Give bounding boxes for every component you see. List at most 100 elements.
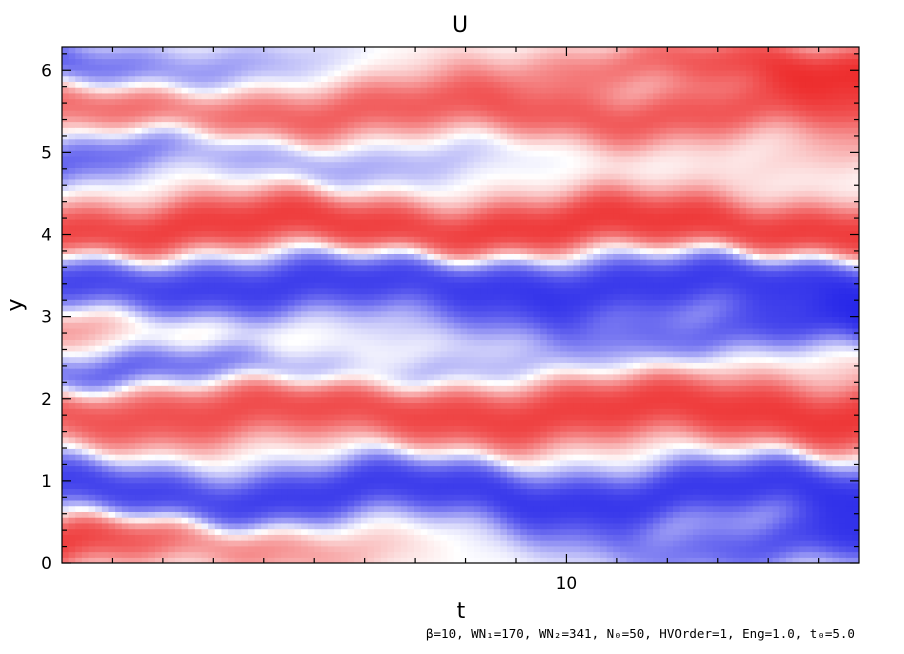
heatmap-cell [287, 293, 296, 300]
heatmap-cell [174, 230, 183, 237]
heatmap-cell [68, 494, 76, 501]
heatmap-cell [228, 545, 236, 553]
heatmap-cell [108, 316, 116, 323]
heatmap-cell [234, 276, 242, 283]
heatmap-cell [420, 379, 428, 386]
heatmap-cell [287, 253, 296, 260]
heatmap-cell [374, 92, 382, 100]
heatmap-cell [354, 161, 362, 168]
heatmap-cell [201, 396, 209, 404]
heatmap-cell [387, 540, 395, 547]
heatmap-cell [81, 161, 90, 168]
heatmap-cell [347, 253, 355, 260]
heatmap-cell [161, 505, 169, 512]
heatmap-cell [414, 413, 422, 421]
heatmap-cell [201, 350, 209, 358]
heatmap-cell [101, 196, 110, 203]
heatmap-cell [68, 557, 76, 563]
heatmap-cell [314, 190, 322, 197]
heatmap-cell [380, 287, 389, 295]
heatmap-cell [427, 419, 435, 426]
heatmap-cell [174, 138, 183, 146]
heatmap-cell [108, 98, 116, 105]
heatmap-cell [261, 540, 269, 547]
heatmap-cell [214, 161, 222, 168]
heatmap-cell [174, 121, 183, 128]
heatmap-cell [274, 362, 282, 369]
heatmap-cell [387, 270, 395, 277]
heatmap-cell [307, 98, 315, 105]
heatmap-cell [241, 482, 249, 490]
heatmap-cell [354, 482, 362, 490]
heatmap-cell [321, 213, 329, 220]
heatmap-cell [334, 264, 342, 272]
heatmap-cell [347, 459, 355, 467]
heatmap-cell [241, 241, 249, 249]
heatmap-cell [360, 413, 369, 421]
heatmap-cell [115, 75, 123, 82]
heatmap-cell [307, 287, 315, 295]
heatmap-cell [88, 127, 96, 134]
heatmap-cell [347, 385, 355, 392]
heatmap-cell [327, 442, 335, 449]
heatmap-cell [307, 104, 315, 111]
heatmap-cell [188, 253, 196, 260]
heatmap-cell [201, 230, 209, 237]
heatmap-cell [234, 511, 242, 518]
heatmap-cell [108, 52, 116, 60]
heatmap-cell [148, 534, 156, 541]
heatmap-cell [168, 305, 176, 312]
heatmap-cell [141, 316, 149, 323]
heatmap-cell [394, 104, 402, 111]
heatmap-cell [400, 528, 408, 535]
heatmap-cell [254, 127, 262, 134]
heatmap-cell [88, 385, 96, 392]
heatmap-cell [281, 305, 289, 312]
heatmap-cell [367, 534, 375, 541]
heatmap-cell [387, 385, 395, 392]
heatmap-cell [400, 230, 408, 237]
heatmap-cell [174, 115, 183, 123]
heatmap-cell [62, 253, 70, 260]
heatmap-cell [427, 517, 435, 524]
heatmap-cell [241, 178, 249, 186]
heatmap-cell [247, 127, 256, 134]
heatmap-cell [267, 282, 276, 289]
heatmap-cell [340, 448, 349, 455]
heatmap-cell [294, 528, 302, 535]
heatmap-cell [340, 75, 349, 82]
heatmap-cell [281, 551, 289, 558]
heatmap-cell [267, 69, 276, 77]
heatmap-cell [135, 173, 143, 180]
heatmap-cell [327, 545, 335, 553]
heatmap-cell [247, 379, 256, 386]
heatmap-cell [281, 236, 289, 243]
heatmap-cell [188, 110, 196, 117]
heatmap-cell [247, 184, 256, 191]
heatmap-cell [101, 293, 110, 300]
heatmap-cell [340, 104, 349, 111]
heatmap-cell [221, 264, 229, 272]
heatmap-cell [241, 287, 249, 295]
heatmap-cell [161, 425, 169, 432]
heatmap-cell [221, 236, 229, 243]
heatmap-cell [88, 350, 96, 358]
heatmap-cell [201, 144, 209, 151]
heatmap-cell [241, 327, 249, 335]
heatmap-cell [354, 396, 362, 404]
heatmap-cell [314, 373, 322, 381]
heatmap-cell [387, 345, 395, 352]
heatmap-cell [407, 64, 415, 71]
heatmap-cell [208, 442, 216, 449]
heatmap-cell [101, 150, 110, 157]
heatmap-cell [241, 282, 249, 289]
heatmap-cell [95, 196, 103, 203]
heatmap-cell [420, 64, 428, 71]
heatmap-cell [201, 448, 209, 455]
heatmap-cell [68, 161, 76, 168]
heatmap-cell [128, 379, 136, 386]
heatmap-cell [374, 362, 382, 369]
heatmap-cell [407, 236, 415, 243]
heatmap-cell [254, 115, 262, 123]
heatmap-cell [254, 522, 262, 530]
